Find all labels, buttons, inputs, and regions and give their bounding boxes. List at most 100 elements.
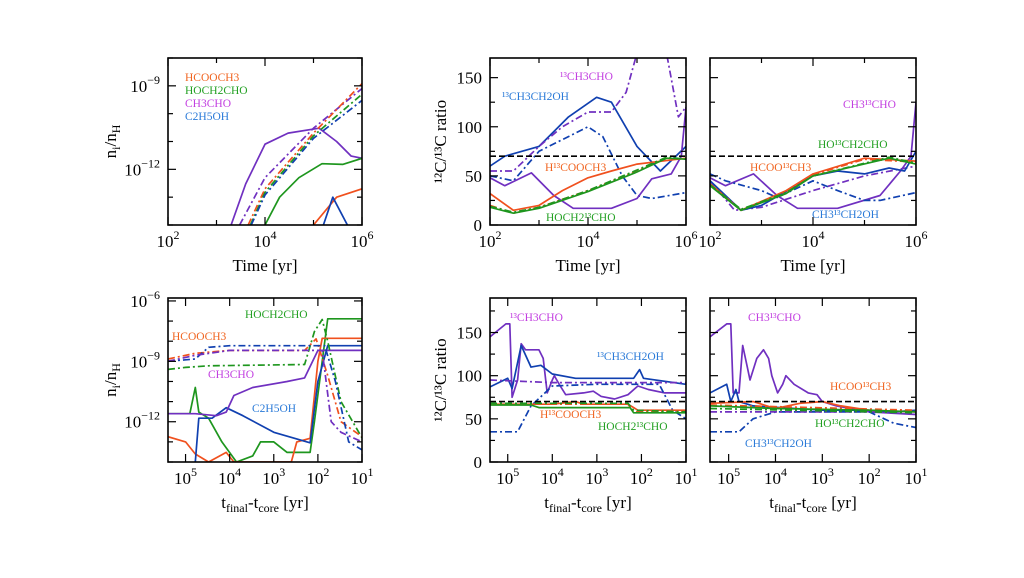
tick-base: 10 (811, 469, 828, 488)
x-tick-label: 102 (306, 465, 329, 488)
tick-base: 10 (351, 232, 368, 251)
tick-exponent: 4 (271, 228, 277, 242)
series-line-orange-dashdot (710, 404, 916, 412)
y-tick-label: 150 (457, 69, 483, 88)
series-line-purple-solid (230, 127, 362, 225)
y-tick-label: 100 (457, 118, 483, 137)
x-tick-label: 102 (858, 465, 881, 488)
series-annotation: HOCH2CHO (245, 309, 308, 321)
y-tick-label: 150 (457, 324, 483, 343)
tick-base: 10 (262, 469, 279, 488)
x-tick-label: 105 (717, 465, 740, 488)
y-tick-label: 10−12 (124, 409, 160, 432)
series-line-green-dashdot (249, 93, 362, 225)
series-annotation: H¹³COOCH3 (545, 162, 606, 174)
x-tick-label: 102 (699, 228, 722, 251)
label-subscript: final (226, 501, 249, 515)
plot-area (490, 323, 686, 433)
series-line-purple-dashdot (710, 165, 916, 212)
label-subscript: i (109, 146, 123, 150)
tick-base: 10 (541, 469, 558, 488)
label-subscript: core (806, 501, 827, 515)
series-annotation: HCOOCH3 (172, 331, 227, 343)
tick-base: 10 (124, 160, 141, 179)
tick-exponent: 2 (496, 228, 502, 242)
tick-base: 10 (479, 232, 496, 251)
label-part: n (101, 149, 120, 158)
label-part: /n (101, 371, 120, 385)
label-part: -t (796, 493, 807, 512)
series-line-blue-dashdot (250, 99, 362, 225)
panel-bottom-left: 105 104 103 102 10110−610−910−12tfinal-tcore… (101, 288, 374, 515)
series-line-orange-dashdot (247, 83, 362, 225)
series-line-blue-dashdot (710, 173, 916, 202)
series-line-purple-dashdot (490, 58, 686, 172)
y-axis-label: ¹²C/¹³C ratio (431, 338, 450, 421)
y-tick-label: 0 (474, 453, 483, 472)
tick-base: 10 (124, 413, 141, 432)
tick-base: 10 (157, 232, 174, 251)
tick-exponent: 4 (235, 465, 241, 479)
series-line-green-solid (490, 157, 686, 215)
tick-exponent: 3 (828, 465, 834, 479)
series-line-purple-dashdot (490, 379, 686, 384)
tick-exponent: 5 (734, 465, 740, 479)
x-tick-label: 102 (479, 228, 502, 251)
tick-exponent: 4 (558, 465, 564, 479)
series-line-green-solid (168, 317, 362, 462)
tick-exponent: 2 (875, 465, 881, 479)
label-subscript: H (109, 124, 123, 133)
tick-base: 10 (130, 292, 147, 311)
series-annotation: ¹³CH3CHO (510, 312, 563, 324)
tick-base: 10 (577, 232, 594, 251)
x-axis-label: Time [yr] (232, 256, 297, 275)
label-part: t (544, 493, 549, 512)
tick-exponent: 1 (692, 465, 698, 479)
label-part: [yr] (827, 493, 857, 512)
y-axis-label: ni/nH (101, 124, 123, 158)
series-line-green-solid (264, 157, 362, 225)
plot-area (710, 323, 916, 433)
series-annotation: HOCH2¹³CHO (598, 421, 668, 433)
series-annotation: CH3¹³CHO (748, 312, 801, 324)
series-annotation: HOCH2CHO (185, 85, 248, 97)
tick-exponent: 4 (819, 228, 825, 242)
x-tick-label: 101 (675, 465, 698, 488)
y-axis-label: ¹²C/¹³C ratio (431, 100, 450, 183)
x-tick-label: 101 (905, 465, 928, 488)
series-annotation: HCOO¹³CH3 (830, 381, 891, 393)
x-axis-label: tfinal-tcore [yr] (221, 493, 309, 515)
plot-area (168, 317, 362, 462)
x-tick-label: 104 (541, 465, 564, 488)
tick-base: 10 (351, 469, 368, 488)
label-subscript: i (109, 384, 123, 388)
series-annotation: ¹³CH3CH2OH (502, 91, 569, 103)
plot-area (490, 58, 686, 215)
axes-frame (489, 297, 687, 463)
tick-exponent: 6 (692, 228, 698, 242)
tick-exponent: −12 (141, 156, 160, 170)
label-subscript: core (258, 501, 279, 515)
label-part: -t (571, 493, 582, 512)
tick-exponent: −12 (141, 409, 160, 423)
x-tick-label: 103 (262, 465, 285, 488)
series-line-green-solid (490, 404, 686, 414)
series-line-purple-dashdot (238, 87, 362, 225)
tick-base: 10 (905, 232, 922, 251)
tick-exponent: −9 (147, 348, 160, 362)
x-axis-label: Time [yr] (780, 256, 845, 275)
tick-exponent: 4 (781, 465, 787, 479)
tick-exponent: 1 (922, 465, 928, 479)
series-annotation: HOCH2¹³CHO (546, 212, 616, 224)
tick-exponent: 6 (368, 228, 374, 242)
series-annotation: C2H5OH (252, 403, 296, 415)
tick-exponent: 2 (716, 228, 722, 242)
plot-area (230, 83, 362, 225)
x-tick-label: 103 (585, 465, 608, 488)
x-tick-label: 105 (174, 465, 197, 488)
label-subscript: final (549, 501, 572, 515)
series-line-purple-solid (490, 107, 686, 210)
tick-base: 10 (130, 77, 147, 96)
